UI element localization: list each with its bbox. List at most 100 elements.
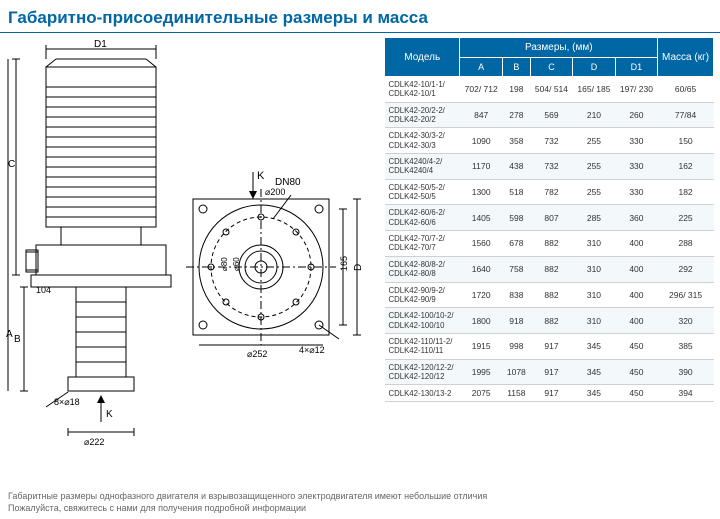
cell: 60/65 xyxy=(658,77,714,103)
cell: 385 xyxy=(658,333,714,359)
dim-d1-label: D1 xyxy=(94,39,107,50)
dim-165-label: 165 xyxy=(339,256,349,271)
cell: 882 xyxy=(530,282,572,308)
cell: 1078 xyxy=(502,359,530,385)
dim-kbottom-label: K xyxy=(106,409,113,420)
cell: 77/84 xyxy=(658,102,714,128)
col-model: Модель xyxy=(385,38,460,77)
dim-d60-label: ⌀60 xyxy=(232,257,241,271)
col-mass: Масса (кг) xyxy=(658,38,714,77)
cell: 1995 xyxy=(460,359,502,385)
cell: 438 xyxy=(502,154,530,180)
cell: CDLK42-80/8-2/CDLK42-80/8 xyxy=(385,256,460,282)
cell: 278 xyxy=(502,102,530,128)
cell: 702/ 712 xyxy=(460,77,502,103)
cell: 345 xyxy=(573,333,615,359)
cell: 917 xyxy=(530,333,572,359)
cell: 518 xyxy=(502,179,530,205)
col-d: D xyxy=(573,58,615,77)
cell: 394 xyxy=(658,385,714,402)
table-row: CDLK42-70/7-2/CDLK42-70/7156067888231040… xyxy=(385,231,714,257)
cell: CDLK42-130/13-2 xyxy=(385,385,460,402)
table-row: CDLK42-110/11-2/CDLK42-110/1119159989173… xyxy=(385,333,714,359)
cell: 310 xyxy=(573,231,615,257)
cell: 1300 xyxy=(460,179,502,205)
cell: CDLK42-100/10-2/CDLK42-100/10 xyxy=(385,308,460,334)
cell: 358 xyxy=(502,128,530,154)
cell: 1640 xyxy=(460,256,502,282)
col-dims: Размеры, (мм) xyxy=(460,38,658,58)
table-row: CDLK42-30/3-2/CDLK42-30/3109035873225533… xyxy=(385,128,714,154)
cell: CDLK42-60/6-2/CDLK42-60/6 xyxy=(385,205,460,231)
cell: 1090 xyxy=(460,128,502,154)
cell: 400 xyxy=(615,282,657,308)
cell: 732 xyxy=(530,154,572,180)
cell: 330 xyxy=(615,179,657,205)
table-row: CDLK42-100/10-2/CDLK42-100/1018009188823… xyxy=(385,308,714,334)
dim-c-label: C xyxy=(8,159,15,170)
dimensions-table-area: Модель Размеры, (мм) Масса (кг) A B C D … xyxy=(384,37,714,457)
table-row: CDLK4240/4-2/CDLK4240/411704387322553301… xyxy=(385,154,714,180)
content-row: D1 C A B 104 8×⌀18 xyxy=(0,37,720,457)
col-b: B xyxy=(502,58,530,77)
cell: 197/ 230 xyxy=(615,77,657,103)
cell: 210 xyxy=(573,102,615,128)
page-title: Габаритно-присоединительные размеры и ма… xyxy=(0,0,720,33)
cell: 1720 xyxy=(460,282,502,308)
cell: CDLK42-110/11-2/CDLK42-110/11 xyxy=(385,333,460,359)
cell: 732 xyxy=(530,128,572,154)
cell: 400 xyxy=(615,308,657,334)
cell: 450 xyxy=(615,333,657,359)
cell: 400 xyxy=(615,231,657,257)
cell: 165/ 185 xyxy=(573,77,615,103)
cell: 292 xyxy=(658,256,714,282)
cell: 400 xyxy=(615,256,657,282)
cell: 917 xyxy=(530,385,572,402)
dim-a-label: A xyxy=(6,329,13,340)
cell: 198 xyxy=(502,77,530,103)
cell: 285 xyxy=(573,205,615,231)
dim-k-label: K xyxy=(257,170,265,182)
footnote-2: Пожалуйста, свяжитесь с нами для получен… xyxy=(8,502,487,515)
table-row: CDLK42-20/2-2/CDLK42-20/2847278569210260… xyxy=(385,102,714,128)
table-row: CDLK42-10/1-1/CDLK42-10/1702/ 712198504/… xyxy=(385,77,714,103)
cell: 1560 xyxy=(460,231,502,257)
dim-d222-label: ⌀222 xyxy=(84,437,104,447)
cell: 882 xyxy=(530,231,572,257)
cell: 758 xyxy=(502,256,530,282)
cell: 918 xyxy=(502,308,530,334)
dim-d252-label: ⌀252 xyxy=(247,349,267,359)
table-row: CDLK42-90/9-2/CDLK42-90/9172083888231040… xyxy=(385,282,714,308)
footnotes: Габаритные размеры однофазного двигателя… xyxy=(8,490,487,515)
cell: 255 xyxy=(573,128,615,154)
cell: 678 xyxy=(502,231,530,257)
cell: 260 xyxy=(615,102,657,128)
cell: 838 xyxy=(502,282,530,308)
cell: 882 xyxy=(530,256,572,282)
table-row: CDLK42-50/5-2/CDLK42-50/5130051878225533… xyxy=(385,179,714,205)
cell: 310 xyxy=(573,282,615,308)
dim-b-label: B xyxy=(14,334,21,345)
table-row: CDLK42-80/8-2/CDLK42-80/8164075888231040… xyxy=(385,256,714,282)
cell: 504/ 514 xyxy=(530,77,572,103)
cell: 296/ 315 xyxy=(658,282,714,308)
col-c: C xyxy=(530,58,572,77)
cell: CDLK42-70/7-2/CDLK42-70/7 xyxy=(385,231,460,257)
table-row: CDLK42-130/13-220751158917345450394 xyxy=(385,385,714,402)
dim-d80-label: ⌀80 xyxy=(220,257,229,271)
table-row: CDLK42-120/12-2/CDLK42-120/1219951078917… xyxy=(385,359,714,385)
cell: 1170 xyxy=(460,154,502,180)
cell: 390 xyxy=(658,359,714,385)
cell: 917 xyxy=(530,359,572,385)
cell: 288 xyxy=(658,231,714,257)
cell: CDLK42-30/3-2/CDLK42-30/3 xyxy=(385,128,460,154)
cell: CDLK42-10/1-1/CDLK42-10/1 xyxy=(385,77,460,103)
technical-drawing: D1 C A B 104 8×⌀18 xyxy=(6,37,376,457)
footnote-1: Габаритные размеры однофазного двигателя… xyxy=(8,490,487,503)
cell: 569 xyxy=(530,102,572,128)
dim-104-label: 104 xyxy=(36,285,51,295)
cell: 310 xyxy=(573,256,615,282)
cell: 782 xyxy=(530,179,572,205)
cell: 182 xyxy=(658,179,714,205)
cell: 255 xyxy=(573,154,615,180)
